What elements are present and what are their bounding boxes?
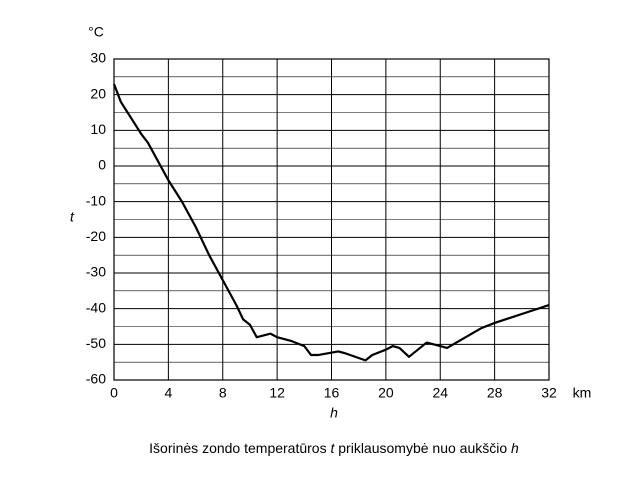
y-unit: °C xyxy=(88,24,104,40)
caption-part: h xyxy=(511,440,519,456)
y-tick-label: -10 xyxy=(86,192,106,208)
y-tick-label: 30 xyxy=(90,50,106,66)
x-axis-label: h xyxy=(330,405,338,421)
x-tick-label: 0 xyxy=(110,385,118,401)
x-tick-label: 20 xyxy=(378,385,394,401)
x-tick-label: 16 xyxy=(324,385,340,401)
y-tick-label: -40 xyxy=(86,299,106,315)
y-tick-label: -30 xyxy=(86,264,106,280)
data-line xyxy=(112,83,550,362)
y-tick-label: 20 xyxy=(90,85,106,101)
caption-part: priklausomybė nuo aukščio xyxy=(334,440,511,456)
y-tick-label: 0 xyxy=(98,157,106,173)
y-tick-label: -50 xyxy=(86,335,106,351)
caption-part: t xyxy=(330,440,335,456)
x-tick-label: 32 xyxy=(541,385,557,401)
y-tick-label: 10 xyxy=(90,121,106,137)
y-tick-label: -20 xyxy=(86,228,106,244)
x-tick-label: 24 xyxy=(432,385,448,401)
x-tick-label: 12 xyxy=(269,385,285,401)
y-tick-label: -60 xyxy=(86,371,106,387)
caption: Išorinės zondo temperatūros t priklausom… xyxy=(149,440,519,456)
x-unit: km xyxy=(573,385,592,401)
x-tick-label: 8 xyxy=(219,385,227,401)
plot-frame xyxy=(113,58,550,381)
x-tick-label: 4 xyxy=(164,385,172,401)
caption-part: Išorinės zondo temperatūros xyxy=(149,440,330,456)
x-tick-label: 28 xyxy=(487,385,503,401)
y-axis-label: t xyxy=(70,209,75,225)
